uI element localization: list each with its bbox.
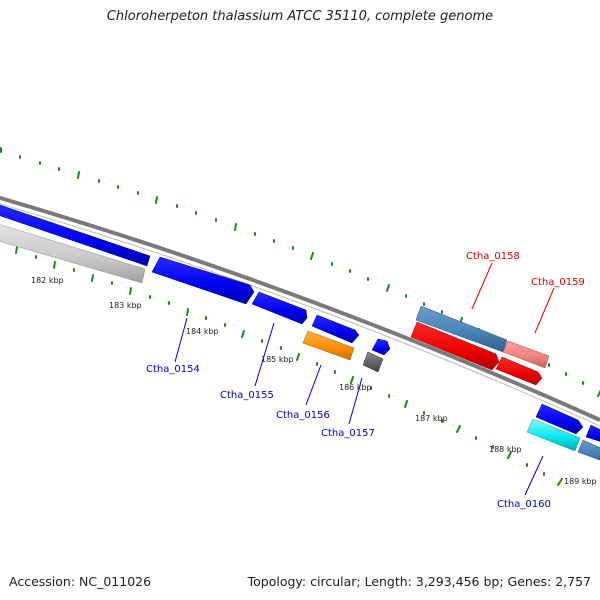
gene-label-ctha-0157[interactable]: Ctha_0157 xyxy=(321,428,375,439)
gene-arrow-lightred-0159[interactable] xyxy=(502,340,550,369)
scale-label-186: 186 kbp xyxy=(339,383,372,392)
accession-text: Accession: NC_011026 xyxy=(9,574,152,589)
gene-arrow-blue-tiny[interactable] xyxy=(371,338,391,356)
inner-tick-ring xyxy=(15,246,563,486)
scale-label-187: 187 kbp xyxy=(415,414,448,423)
topology-text: Topology: circular; Length: 3,293,456 bp… xyxy=(247,574,591,589)
gene-arrow-blue-0160a[interactable] xyxy=(535,403,584,435)
gene-label-ctha-0160[interactable]: Ctha_0160 xyxy=(497,499,551,510)
scale-label-182: 182 kbp xyxy=(31,276,64,285)
outer-tick-ring xyxy=(0,147,600,397)
scale-label-183: 183 kbp xyxy=(109,301,142,310)
gene-arrow-blue[interactable] xyxy=(0,203,151,267)
gene-label-ctha-0158[interactable]: Ctha_0158 xyxy=(466,251,520,262)
gene-arrow-orange-0156[interactable] xyxy=(302,330,355,361)
gene-label-ctha-0159[interactable]: Ctha_0159 xyxy=(531,277,585,288)
scale-label-185: 185 kbp xyxy=(261,355,294,364)
scale-label-189: 189 kbp xyxy=(564,477,597,486)
backbone-outer xyxy=(0,195,600,422)
gene-arrow-blue-edge[interactable] xyxy=(585,424,600,443)
gene-arrow-cyan-0160[interactable] xyxy=(526,418,581,452)
gene-arrow-steelblue-edge[interactable] xyxy=(577,439,600,462)
scale-label-188: 188 kbp xyxy=(489,445,522,454)
leader-lines xyxy=(174,262,555,496)
gene-arrow-red[interactable] xyxy=(410,321,500,371)
backbone-inner xyxy=(0,203,600,427)
gene-arrow-blue-0154[interactable] xyxy=(151,256,255,305)
gene-arrow-lightgray[interactable] xyxy=(0,223,146,284)
scale-label-184: 184 kbp xyxy=(186,327,219,336)
gene-label-ctha-0155[interactable]: Ctha_0155 xyxy=(220,390,274,401)
gene-arrow-blue-small[interactable] xyxy=(311,314,360,344)
gene-arrow-blue-0155[interactable] xyxy=(251,291,308,325)
map-title: Chloroherpeton thalassium ATCC 35110, co… xyxy=(106,9,494,24)
gene-label-ctha-0154[interactable]: Ctha_0154 xyxy=(146,364,200,375)
gene-box-gray-0157[interactable] xyxy=(362,351,384,373)
gene-arrow-red-small[interactable] xyxy=(495,356,543,386)
gene-label-ctha-0156[interactable]: Ctha_0156 xyxy=(276,410,330,421)
